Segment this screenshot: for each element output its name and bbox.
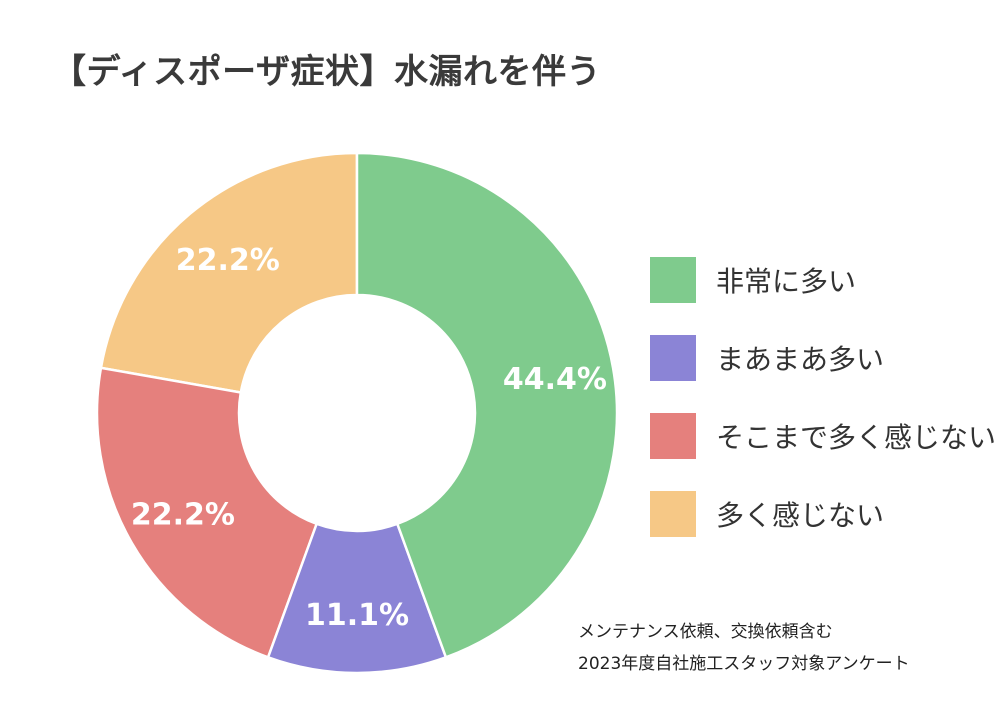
legend-swatch [650, 335, 696, 381]
chart-title: 【ディスポーザ症状】水漏れを伴う [52, 52, 601, 92]
legend-item-not-many: 多く感じない [650, 488, 996, 540]
legend-swatch [650, 491, 696, 537]
legend-label: 多く感じない [716, 499, 885, 532]
slice-very-many [355, 151, 619, 659]
legend-label: まあまあ多い [716, 343, 885, 376]
slice-labels: 22.2% 22.2% 11.1% 44.4% [131, 243, 607, 633]
legend-item-not-so-many: そこまで多く感じない [650, 410, 996, 462]
legend-label: そこまで多く感じない [716, 421, 997, 454]
footnotes: メンテナンス依頼、交換依頼含む 2023年度自社施工スタッフ対象アンケート [578, 616, 910, 680]
footnote-line-1: メンテナンス依頼、交換依頼含む [578, 622, 833, 642]
legend: 非常に多い まあまあ多い そこまで多く感じない 多く感じない [650, 254, 996, 566]
slice-label-not-so-many: 22.2% [131, 498, 235, 533]
legend-swatch [650, 413, 696, 459]
slice-label-very-many: 44.4% [503, 362, 607, 397]
legend-item-very-many: 非常に多い [650, 254, 996, 306]
slice-label-fairly-many: 11.1% [305, 598, 409, 633]
legend-label: 非常に多い [716, 265, 857, 298]
slice-label-not-many: 22.2% [176, 243, 280, 278]
footnote-line-2: 2023年度自社施工スタッフ対象アンケート [578, 654, 910, 674]
slice-not-many [99, 151, 359, 394]
legend-swatch [650, 257, 696, 303]
donut-slices [95, 151, 619, 675]
legend-item-fairly-many: まあまあ多い [650, 332, 996, 384]
slice-not-so-many [95, 366, 319, 659]
